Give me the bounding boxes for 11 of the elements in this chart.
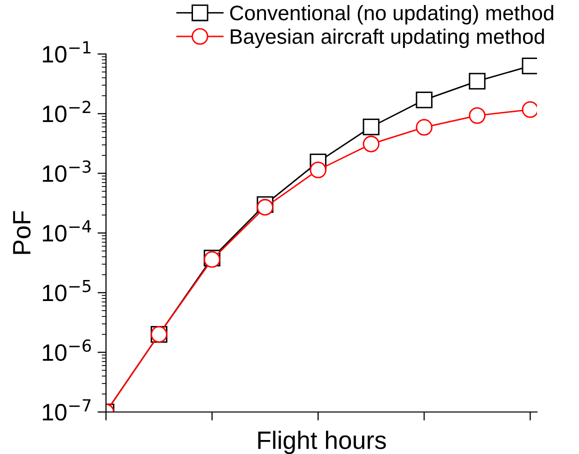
x-axis-title: Flight hours bbox=[258, 430, 386, 454]
y-axis-title: PoF bbox=[13, 211, 31, 254]
y-tick-label: 10$^{−3}$ bbox=[42, 160, 91, 182]
legend-label: Conventional (no updating) method bbox=[230, 5, 554, 24]
y-tick-label: 10$^{−7}$ bbox=[42, 399, 91, 421]
y-tick-label: 10$^{−1}$ bbox=[42, 41, 90, 63]
legend-label: Bayesian aircraft updating method bbox=[230, 28, 544, 48]
y-tick-label: 10$^{−6}$ bbox=[42, 339, 91, 361]
y-tick-label: 10$^{−4}$ bbox=[42, 220, 92, 242]
y-tick-label: 10$^{−2}$ bbox=[42, 100, 90, 122]
y-tick-label: 10$^{−5}$ bbox=[42, 280, 91, 302]
